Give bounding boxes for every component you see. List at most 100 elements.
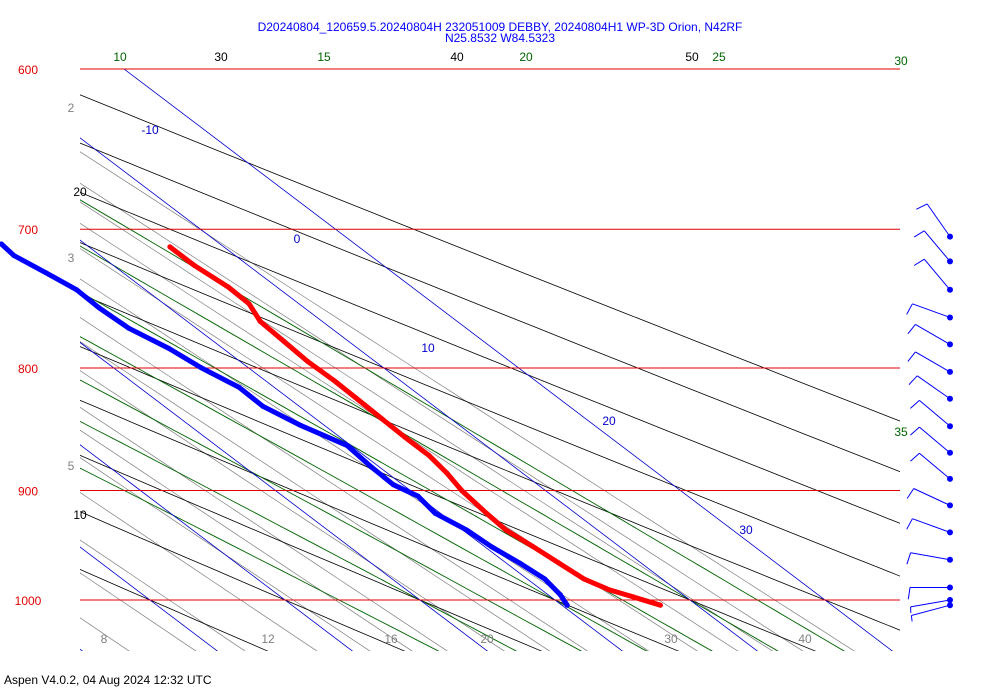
wind-barb-feather	[910, 615, 913, 622]
dry-adiabat-label: 50	[685, 50, 699, 64]
isotherm-line	[80, 546, 218, 651]
dewpoint-point	[517, 560, 523, 566]
wind-barb-dot	[947, 584, 953, 591]
wind-barb-feather	[913, 258, 925, 266]
wind-barb	[910, 400, 953, 430]
chart-title-line1: D20240804_120659.5.20240804H 232051009 D…	[257, 20, 743, 34]
bottom-axis-label: 16	[384, 632, 398, 646]
wind-barb	[907, 351, 953, 375]
wind-barb-dot	[947, 556, 953, 563]
bottom-axis-label: 20	[480, 632, 494, 646]
wind-barb-staff	[923, 230, 951, 262]
dry-adiabat-line	[80, 242, 900, 577]
dewpoint-point	[126, 325, 132, 331]
wind-barb-feather	[906, 303, 913, 315]
pressure-label-600: 600	[18, 63, 38, 77]
wind-barb-feather	[907, 351, 916, 362]
temperature-point	[246, 301, 252, 307]
mixing-ratio-label: 5	[68, 459, 75, 473]
temperature-point	[556, 560, 562, 566]
wind-barb-staff	[910, 599, 951, 608]
wind-barb-staff	[919, 452, 951, 480]
dewpoint-point	[199, 365, 205, 371]
bottom-axis-label: 30	[664, 632, 678, 646]
isotherm-line	[80, 648, 83, 651]
dry-adiabat-label: 10	[73, 508, 87, 522]
temperature-point	[503, 527, 509, 533]
wind-barb-staff	[912, 303, 951, 318]
mixing-ratio-line	[80, 572, 197, 651]
mixing-ratio-line	[80, 151, 855, 651]
moist-adiabat-line	[80, 420, 518, 651]
wind-barb-staff	[915, 323, 951, 345]
wind-barb-dot	[947, 286, 953, 293]
moist-adiabat-label: 30	[894, 54, 908, 68]
wind-barb	[908, 375, 953, 402]
temperature-point	[305, 359, 311, 364]
chart-title-line2: N25.8532 W84.5323	[444, 31, 556, 45]
dewpoint-point	[236, 384, 242, 390]
dewpoint-point	[0, 241, 4, 247]
moist-adiabat-label: 35	[894, 425, 908, 439]
wind-barb-staff	[916, 375, 951, 400]
wind-barb-staff	[919, 400, 951, 427]
moist-adiabat-label: 20	[519, 50, 533, 64]
mixing-ratio-line	[80, 370, 505, 651]
temperature-point	[606, 587, 612, 593]
isotherm-label: 0	[294, 232, 301, 246]
temperature-point	[402, 434, 408, 440]
wind-barb-feather	[913, 230, 925, 238]
dewpoint-point	[74, 287, 80, 293]
wind-barb-feather	[907, 324, 916, 335]
wind-barb-feather	[916, 203, 928, 210]
moist-adiabat-line	[80, 467, 440, 651]
mixing-ratio-line	[80, 182, 804, 651]
isotherm-line	[123, 69, 893, 651]
dewpoint-point	[390, 482, 396, 488]
wind-barb-dot	[947, 449, 953, 456]
isotherm-label: 20	[602, 414, 616, 428]
dry-adiabat-label: 30	[214, 50, 228, 64]
temperature-profile-line	[167, 244, 663, 608]
wind-barb	[906, 518, 953, 536]
mixing-ratio-line	[80, 457, 371, 651]
mixing-ratio-line	[80, 248, 698, 651]
temperature-point	[581, 576, 587, 582]
temperature-point	[379, 416, 385, 422]
wind-barb-feather	[910, 400, 920, 409]
dry-adiabat-line	[80, 569, 269, 651]
wind-barb-feather	[908, 375, 918, 385]
temperature-point	[444, 470, 450, 476]
wind-barb-dot	[947, 602, 953, 609]
pressure-label-800: 800	[18, 362, 38, 376]
temperature-point	[225, 284, 231, 290]
dewpoint-point	[11, 253, 17, 259]
wind-barb	[913, 258, 953, 293]
temperature-point	[332, 378, 338, 384]
dewpoint-point	[96, 305, 102, 311]
dewpoint-point	[297, 422, 303, 428]
pressure-label-700: 700	[18, 223, 38, 237]
dry-adiabat-line	[80, 94, 900, 422]
wind-barb-staff	[911, 604, 951, 616]
mixing-ratio-line	[80, 201, 774, 651]
dry-adiabat-line	[80, 293, 900, 631]
wind-barb	[906, 552, 953, 565]
isotherm-line	[80, 137, 758, 651]
dry-adiabat-line	[80, 511, 406, 651]
moist-adiabat-label: 25	[712, 50, 726, 64]
wind-barb	[906, 303, 953, 321]
wind-barb	[907, 584, 953, 600]
wind-barb	[916, 203, 953, 240]
dewpoint-point	[344, 443, 350, 449]
footer-version-text: Aspen V4.0.2, 04 Aug 2024 12:32 UTC	[4, 673, 212, 687]
moist-adiabat-line	[80, 199, 845, 651]
isotherm-label: 30	[739, 523, 753, 537]
wind-barb-dot	[947, 233, 953, 240]
wind-barb-staff	[919, 426, 951, 454]
wind-barb-dot	[947, 423, 953, 430]
isotherm-line	[80, 444, 353, 651]
wind-barb-staff	[910, 552, 951, 561]
dewpoint-point	[415, 493, 421, 499]
